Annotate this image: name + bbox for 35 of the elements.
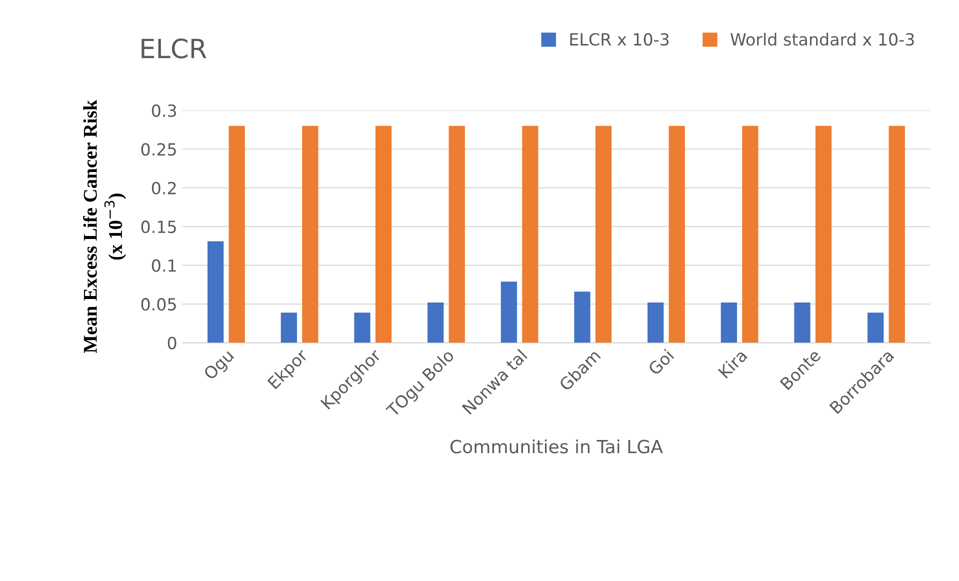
chart-title: ELCR [142,38,206,58]
bar [354,312,370,343]
bar [208,241,224,343]
y-tick-label: 0.15 [141,220,176,234]
bar [868,312,884,343]
bar [720,302,737,343]
bar [888,126,905,343]
bar [448,126,465,343]
bar [595,126,612,343]
x-tick-label: Goi [647,348,674,376]
y-tick-label: 0.1 [152,259,176,272]
y-tick-label: 0.2 [152,182,176,194]
bar [648,302,664,343]
legend-label: ELCR x 10-3 [570,33,669,46]
bar [742,126,758,343]
y-tick-label: 0.25 [141,143,176,156]
bar [280,312,297,343]
legend-label: World standard x 10-3 [730,32,914,46]
bar [302,126,318,343]
y-tick-label: 0.05 [141,298,176,311]
bar [815,126,832,343]
y-tick-label: 0 [168,336,176,350]
x-axis-title: Communities in Tai LGA [450,439,663,454]
bar [522,126,538,343]
bar [375,126,392,343]
bar [794,302,810,343]
bar [668,126,685,343]
y-tick-label: 0.3 [152,104,176,117]
x-tick-label: Ogu [202,348,237,383]
y-axis-title: Mean Excess Life Cancer Risk (x 10$^{−3}$) [83,100,126,354]
x-tick-label: Kira [718,348,748,379]
bar [500,282,517,343]
bar [228,126,245,343]
bar [428,302,444,343]
bar [574,292,590,343]
